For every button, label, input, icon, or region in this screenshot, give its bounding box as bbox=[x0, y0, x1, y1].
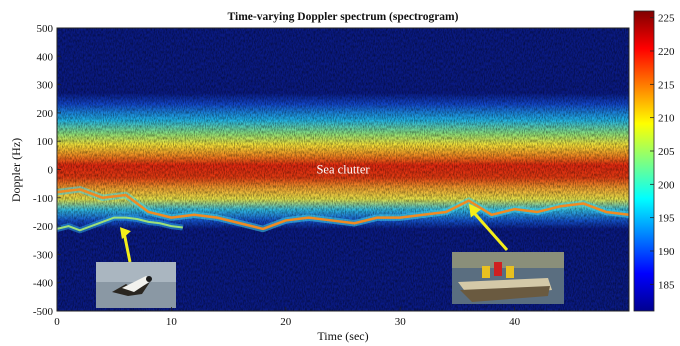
colorbar-ticks: 225 220 215 210 205 200 195 190 185 bbox=[650, 13, 675, 291]
colorbar-tick-label: 220 bbox=[658, 46, 675, 58]
colorbar-tick-label: 200 bbox=[658, 179, 675, 191]
y-tick-label: 500 bbox=[37, 23, 54, 35]
y-tick-label: -100 bbox=[33, 193, 54, 205]
sea-clutter-label: Sea clutter bbox=[316, 163, 370, 177]
x-tick-label: 10 bbox=[166, 316, 178, 328]
boat-photo-inset bbox=[452, 252, 564, 304]
boat-arrow-head bbox=[468, 203, 481, 218]
x-tick-label: 40 bbox=[509, 316, 521, 328]
y-tick-label: 200 bbox=[37, 108, 54, 120]
y-tick-label: 0 bbox=[48, 165, 54, 177]
plot-area: Sea clutter bbox=[57, 28, 629, 311]
bird-track bbox=[57, 216, 183, 232]
y-axis-label: Doppler (Hz) bbox=[9, 138, 23, 202]
x-axis-label: Time (sec) bbox=[317, 329, 368, 343]
bird-arrow-head bbox=[119, 227, 131, 240]
colorbar-tick-label: 205 bbox=[658, 146, 675, 158]
colorbar-tick-label: 190 bbox=[658, 246, 675, 258]
colorbar-tick-label: 185 bbox=[658, 279, 675, 291]
colorbar: 225 220 215 210 205 200 195 190 185 bbox=[633, 10, 675, 312]
y-tick-label: -500 bbox=[33, 306, 54, 318]
y-tick-label: -300 bbox=[33, 249, 54, 261]
x-axis: 0 10 20 30 40 bbox=[54, 307, 521, 328]
x-tick-label: 20 bbox=[280, 316, 292, 328]
bird-arrow bbox=[122, 231, 132, 263]
y-tick-label: -200 bbox=[33, 221, 54, 233]
target-insets bbox=[96, 203, 564, 308]
colorbar-tick-label: 215 bbox=[658, 79, 675, 91]
boat-track bbox=[57, 188, 629, 231]
colorbar-tick-label: 225 bbox=[658, 13, 675, 25]
colorbar-tick-label: 210 bbox=[658, 113, 675, 125]
y-tick-label: 100 bbox=[37, 136, 54, 148]
colorbar-tick-label: 195 bbox=[658, 213, 675, 225]
y-tick-label: 300 bbox=[37, 80, 54, 92]
boat-arrow bbox=[471, 210, 509, 251]
bird-photo-inset bbox=[96, 262, 176, 308]
x-tick-label: 0 bbox=[54, 316, 60, 328]
y-tick-label: -400 bbox=[33, 278, 54, 290]
y-tick-label: 400 bbox=[37, 51, 54, 63]
colorbar-gradient bbox=[633, 10, 655, 312]
y-axis: 500 400 300 200 100 0 -100 -200 -300 -400 -500 bbox=[33, 23, 61, 318]
x-tick-label: 30 bbox=[395, 316, 407, 328]
chart-title: Time-varying Doppler spectrum (spectrogr… bbox=[228, 11, 459, 23]
target-tracks bbox=[57, 186, 629, 234]
